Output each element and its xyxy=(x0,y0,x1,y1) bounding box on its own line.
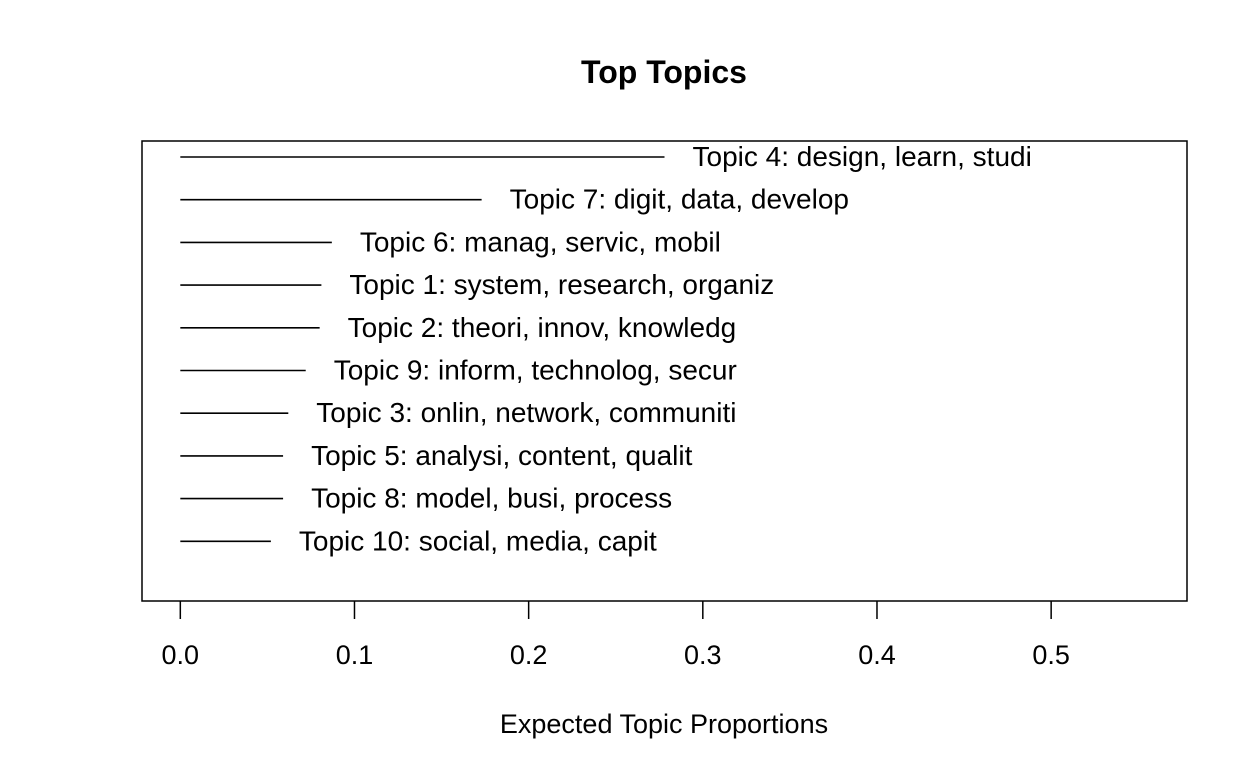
topic-label: Topic 7: digit, data, develop xyxy=(510,184,849,215)
plot-frame xyxy=(141,140,1188,602)
x-tick-label: 0.3 xyxy=(684,640,722,670)
topic-label: Topic 5: analysi, content, qualit xyxy=(311,440,693,471)
topic-label: Topic 9: inform, technolog, secur xyxy=(334,355,737,386)
x-tick-label: 0.0 xyxy=(162,640,200,670)
x-axis-label: Expected Topic Proportions xyxy=(500,709,828,739)
topic-label: Topic 6: manag, servic, mobil xyxy=(360,226,721,257)
x-tick-label: 0.2 xyxy=(510,640,548,670)
topic-label: Topic 8: model, busi, process xyxy=(311,483,672,514)
topic-label: Topic 10: social, media, capit xyxy=(299,525,657,556)
x-tick-label: 0.1 xyxy=(336,640,374,670)
topic-label: Topic 2: theori, innov, knowledg xyxy=(348,312,737,343)
topic-marks: Topic 4: design, learn, studi Topic 7: di… xyxy=(180,141,1032,556)
x-tick-label: 0.4 xyxy=(858,640,896,670)
x-axis: 0.0 0.1 0.2 0.3 0.4 0.5 xyxy=(162,601,1070,670)
chart-title: Top Topics xyxy=(581,54,747,90)
topic-label: Topic 1: system, research, organiz xyxy=(349,269,774,300)
x-tick-label: 0.5 xyxy=(1032,640,1070,670)
topic-label: Topic 3: onlin, network, communiti xyxy=(316,397,736,428)
topic-label: Topic 4: design, learn, studi xyxy=(693,141,1032,172)
